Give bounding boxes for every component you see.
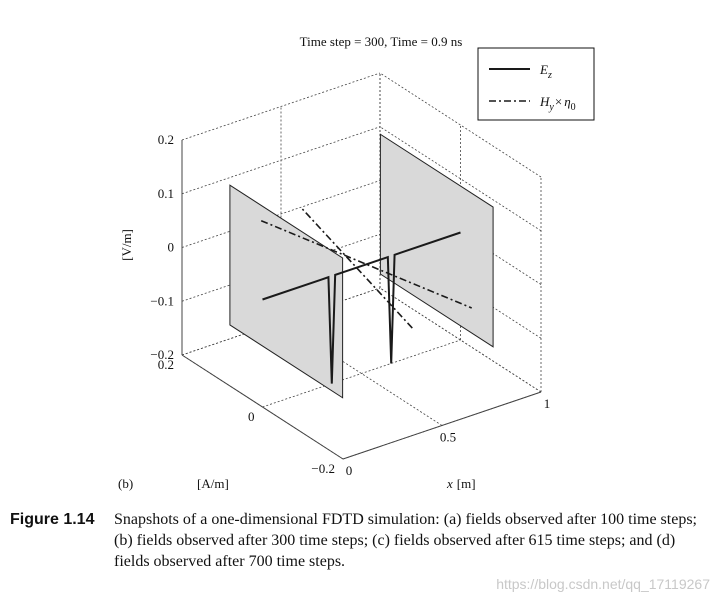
z-tick-label: −0.1 (150, 293, 174, 308)
watermark: https://blog.csdn.net/qq_17119267 (496, 576, 710, 592)
z-tick-label: 0.2 (158, 132, 174, 147)
z-tick-label: 0 (168, 240, 175, 255)
panel-label: (b) (118, 476, 133, 491)
x-axis-var: x (446, 476, 453, 491)
legend-box (477, 47, 595, 121)
plot-title: Time step = 300, Time = 0.9 ns (300, 34, 463, 49)
x-tick-label: 0.5 (440, 430, 456, 445)
y-tick-label: 0 (248, 409, 255, 424)
x-axis-label: x [m] (446, 476, 476, 491)
z-tick-label: 0.1 (158, 186, 174, 201)
series-line-0 (262, 231, 461, 384)
figure-caption: Figure 1.14 Snapshots of a one-dimension… (10, 509, 710, 572)
legend: Ez Hy× η0 (477, 47, 595, 121)
y-tick-label: −0.2 (311, 461, 335, 476)
y-tick-label: 0.2 (158, 357, 174, 372)
x-tick-label: 0 (346, 463, 353, 478)
legend-hy-label: Hy× η0 (539, 94, 576, 113)
y-axis-label: [A/m] (197, 476, 229, 491)
grid-back-z (181, 180, 381, 248)
x-axis-unit: [m] (457, 476, 476, 491)
series-group (260, 206, 473, 384)
figure-number: Figure 1.14 (10, 511, 95, 528)
series-line-1 (300, 206, 413, 329)
tick-labels: −0.2−0.100.10.2−0.200.200.51 (150, 132, 550, 478)
grid-back-z (181, 72, 381, 141)
z-axis-label: [V/m] (119, 229, 134, 261)
grid-floor-y (262, 339, 461, 408)
z-tick-label: −0.2 (150, 347, 174, 362)
fdtd-3d-plot: −0.2−0.100.10.2−0.200.200.51 Time step =… (118, 34, 595, 491)
grid-floor-y (342, 391, 542, 460)
caption-text: Snapshots of a one-dimensional FDTD simu… (114, 511, 697, 570)
legend-ez-label: Ez (539, 62, 552, 81)
x-tick-label: 1 (544, 396, 551, 411)
